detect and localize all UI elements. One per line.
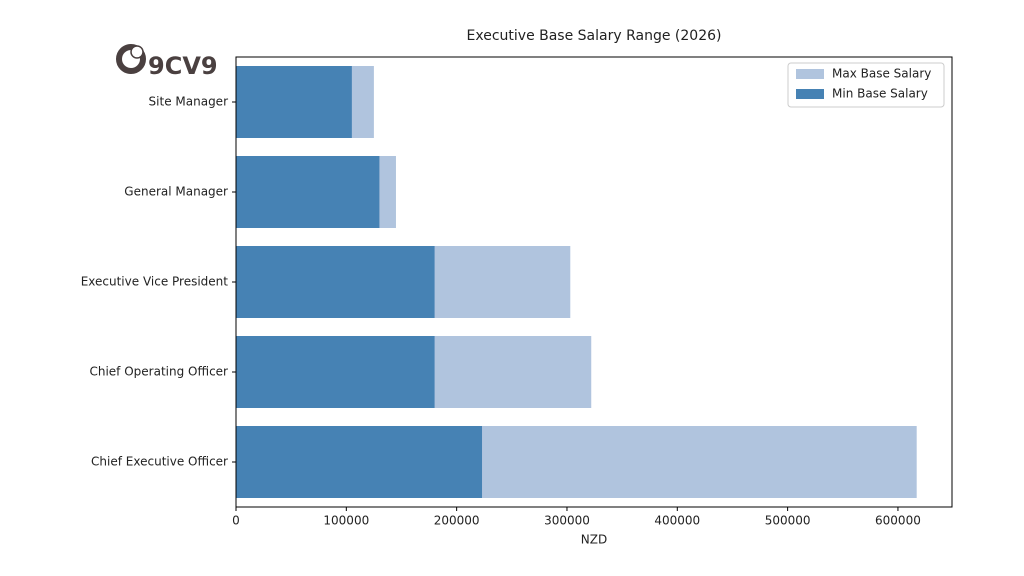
x-tick-label: 0: [232, 514, 240, 528]
bar: [236, 66, 352, 138]
legend-label: Min Base Salary: [832, 87, 928, 101]
y-tick-label: Chief Executive Officer: [91, 455, 228, 469]
logo-text: 9CV9: [148, 52, 218, 80]
y-tick-label: Site Manager: [149, 95, 229, 109]
logo-dot: [130, 45, 144, 59]
legend-swatch: [796, 89, 824, 99]
x-axis-label: NZD: [581, 533, 607, 547]
logo-mark: [116, 44, 146, 74]
legend-swatch: [796, 69, 824, 79]
chart-title: Executive Base Salary Range (2026): [467, 28, 722, 44]
x-tick-label: 500000: [765, 514, 811, 528]
y-tick-label: Chief Operating Officer: [89, 365, 228, 379]
bar: [236, 426, 483, 498]
axes-frame: [235, 56, 953, 508]
x-tick-label: 400000: [654, 514, 700, 528]
x-tick-label: 200000: [434, 514, 480, 528]
y-tick-label: General Manager: [124, 185, 228, 199]
x-tick-label: 100000: [323, 514, 369, 528]
legend-box: [787, 62, 945, 108]
y-tick-label: Executive Vice President: [81, 275, 229, 289]
logo-ring: [116, 44, 146, 74]
x-tick-label: 300000: [544, 514, 590, 528]
bar: [236, 156, 380, 228]
bar: [236, 246, 435, 318]
x-tick-label: 600000: [875, 514, 921, 528]
bar: [236, 336, 435, 408]
legend-label: Max Base Salary: [832, 67, 931, 81]
